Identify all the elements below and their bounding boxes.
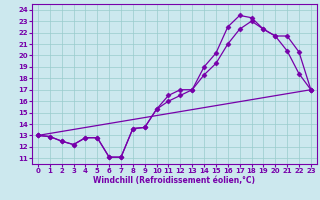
X-axis label: Windchill (Refroidissement éolien,°C): Windchill (Refroidissement éolien,°C) [93,176,255,185]
